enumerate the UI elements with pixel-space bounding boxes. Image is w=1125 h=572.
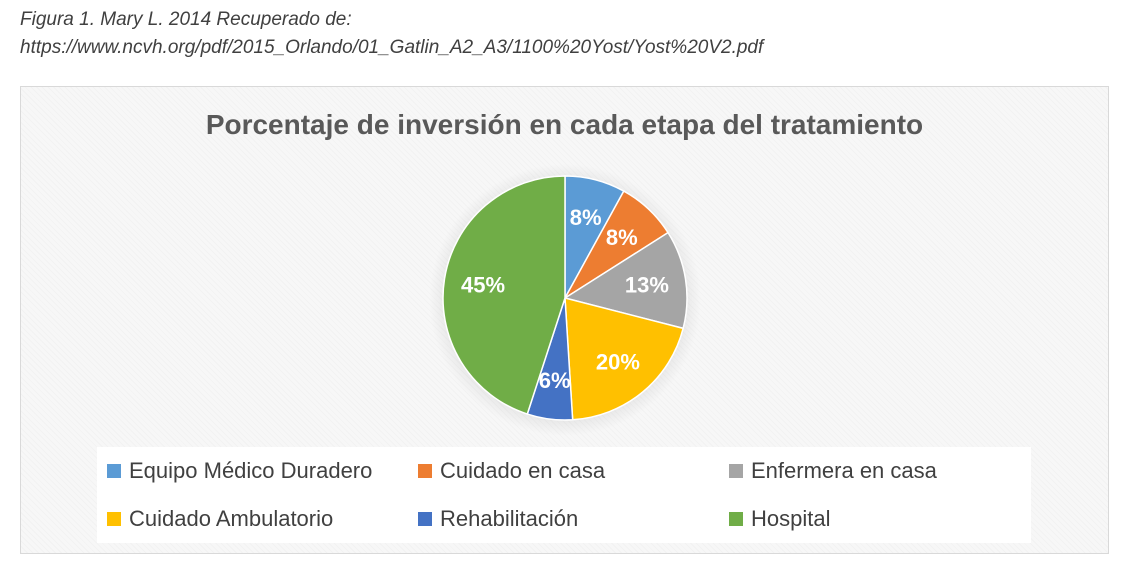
legend-item-rehabilitacion: Rehabilitación [418,504,578,534]
data-label-0: 8% [570,205,602,230]
legend-swatch [729,512,743,526]
legend-item-hospital: Hospital [729,504,830,534]
legend-item-equipo-medico: Equipo Médico Duradero [107,456,372,486]
legend-swatch [729,464,743,478]
data-label-2: 13% [625,273,669,298]
legend-item-enfermera-casa: Enfermera en casa [729,456,937,486]
pie-slice-5 [442,175,566,415]
figure-caption: Figura 1. Mary L. 2014 Recuperado de: ht… [20,6,1110,62]
caption-line-1: Figura 1. Mary L. 2014 Recuperado de: [20,9,352,30]
legend-label: Enfermera en casa [751,458,937,483]
pie-chart: 8%8% 13% 20% 6% 45% [429,164,701,436]
caption-line-2: https://www.ncvh.org/pdf/2015_Orlando/01… [20,37,764,58]
legend-label: Rehabilitación [440,506,579,531]
data-label-5: 45% [461,273,505,298]
legend-item-cuidado-casa: Cuidado en casa [418,456,605,486]
legend-swatch [418,464,432,478]
pie-slice-3 [564,297,685,421]
legend: Equipo Médico Duradero Cuidado en casa E… [97,447,1031,543]
data-label-4: 6% [539,368,571,393]
legend-label: Cuidado en casa [440,458,606,483]
pie-slice-2 [563,231,688,330]
legend-item-cuidado-ambulatorio: Cuidado Ambulatorio [107,504,333,534]
legend-label: Cuidado Ambulatorio [129,506,334,531]
data-label-3: 20% [596,349,640,374]
data-label-1: 8% [606,225,638,250]
legend-label: Equipo Médico Duradero [129,458,373,483]
chart-title: Porcentaje de inversión en cada etapa de… [205,109,924,140]
legend-swatch [107,464,121,478]
legend-label: Hospital [751,506,831,531]
chart-area: Porcentaje de inversión en cada etapa de… [20,86,1109,554]
legend-swatch [418,512,432,526]
legend-swatch [107,512,121,526]
